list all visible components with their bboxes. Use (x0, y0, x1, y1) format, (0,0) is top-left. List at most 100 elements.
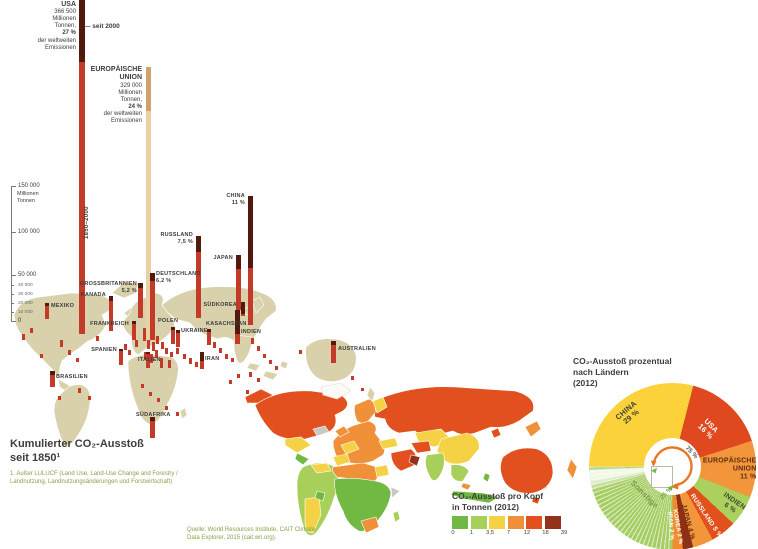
arc-arrowhead-icon (670, 482, 679, 490)
map2-region-mexico (284, 436, 312, 454)
country-name: INDIEN (241, 329, 262, 335)
scale-tick-label: 150 000 (18, 182, 40, 189)
map-south-america (53, 384, 91, 447)
scale-tick-label: 0 (18, 317, 22, 324)
legend-tick-label: 39 (560, 530, 568, 537)
emission-bar-minor (161, 342, 164, 349)
emission-bar-minor (231, 358, 234, 362)
map2-region-bolivia (314, 490, 326, 502)
legend-swatch (489, 516, 505, 530)
scale-tick-label: 100 000 (18, 228, 40, 235)
emission-bar-minor (60, 340, 63, 347)
emission-bar-minor (249, 372, 252, 377)
country-label-suedafrika: SÜDAFRIKA (136, 412, 171, 419)
emission-bar-recent-segment (331, 341, 336, 345)
emission-bar-minor (251, 338, 254, 344)
country-share-pct: 7,5 % (177, 238, 193, 245)
emission-bar-recent-segment (108, 296, 113, 301)
emission-bar-suedkorea (240, 302, 245, 316)
legend-swatch (452, 516, 468, 530)
map2-region-philippines (482, 472, 491, 483)
legend-swatch (470, 516, 487, 530)
usa-since-2000-callout: — seit 2000 (84, 23, 120, 30)
country-label-frankreich: FRANKREICH (90, 321, 129, 328)
emission-bar-japan (236, 255, 241, 310)
map2-region-france (340, 440, 360, 455)
green-arrowhead-icon (667, 485, 674, 491)
emission-bar-minor (68, 350, 71, 355)
map2-region-gulf-states (408, 454, 421, 467)
country-name: GROSSBRITANNIEN (79, 281, 137, 287)
green-arrowhead-icon (651, 467, 657, 474)
emission-bar-minor (263, 354, 266, 358)
country-label-spanien: SPANIEN (91, 347, 117, 354)
emission-bar-minor (150, 354, 153, 363)
scale-tick-label: 50 000 (18, 271, 37, 278)
emission-bar-minor (299, 350, 302, 354)
pie-label-europaeische-union: EUROPÄISCHE UNION 11 % (703, 458, 757, 481)
per-capita-choropleth-map (244, 383, 578, 536)
country-name: IRAN (205, 356, 220, 362)
eu-annotation: EUROPÄISCHE UNION 329 000 Millionen Tonn… (58, 66, 142, 125)
map-north-america (13, 292, 113, 380)
emission-bar-minor (156, 336, 159, 344)
scale-tick-label: 40 000 (18, 282, 33, 288)
emission-bar-minor (219, 348, 222, 353)
pie-label-line: 11 % (740, 472, 757, 480)
emission-bar-recent-segment (119, 349, 123, 351)
emission-bar-iran (199, 352, 204, 369)
map2-region-malaysia (460, 482, 472, 491)
country-name: RUSSLAND (160, 232, 193, 238)
emission-bar-minor (246, 390, 249, 394)
country-name: UKRAINE (181, 328, 208, 334)
country-label-grossbritannien: GROSSBRITANNIEN 5,2 % (80, 281, 137, 295)
emission-bar-indien (235, 310, 240, 344)
legend-tick-label: 0 (451, 530, 455, 537)
emission-bar-minor (96, 336, 99, 341)
country-name: SÜDKOREA (203, 302, 237, 308)
emission-bar-minor (88, 396, 91, 400)
pie-label-line: UNION (732, 465, 757, 473)
emission-bar-recent-segment (131, 321, 136, 324)
emission-bar-ukraine (175, 330, 180, 347)
emission-bar-minor (275, 366, 278, 370)
pie-inner-ring-graphics (650, 446, 693, 491)
emission-bar-minor (76, 358, 79, 362)
pie-inner-ring (644, 438, 701, 495)
emission-bar-minor (149, 392, 152, 396)
per-capita-legend: CO₂-Ausstoß pro Kopf in Tonnen (2012) 0 1… (451, 491, 568, 538)
country-label-china: CHINA 11 % (226, 193, 245, 207)
emission-bar-minor (30, 328, 33, 333)
emission-bar-recent-segment (235, 310, 240, 334)
map-japan (251, 296, 265, 314)
legend-tick-label: 1 (469, 530, 474, 537)
source-credit: Quelle: World Resources Institute, CAIT … (187, 527, 316, 541)
emission-bar-kanada (108, 296, 113, 331)
emission-bar-minor (170, 352, 173, 357)
country-label-polen: POLEN (158, 318, 178, 325)
country-name: FRANKREICH (90, 321, 129, 327)
scale-tick (11, 312, 14, 313)
emission-bar-minor (157, 398, 160, 402)
emission-bar-minor (143, 328, 146, 341)
emission-bar-recent-segment (50, 371, 55, 375)
emission-bar-recent-segment (170, 327, 175, 330)
map-indonesia (262, 370, 279, 381)
quarter-box (651, 466, 673, 488)
emission-bar-minor (152, 342, 155, 351)
country-label-suedkorea: SÜDKOREA (204, 302, 237, 309)
per-capita-legend-title: CO₂-Ausstoß pro Kopf in Tonnen (2012) (452, 491, 544, 512)
country-name: DEUTSCHLAND (156, 271, 201, 277)
country-name: MEXIKO (51, 303, 75, 309)
legend-swatches (452, 516, 564, 530)
emission-bar-grossbritannien (138, 283, 143, 318)
scale-tick (11, 275, 16, 276)
map2-region-turkey (378, 437, 399, 450)
emission-bar-minor (176, 348, 179, 354)
map2-region-scandinavia (354, 398, 376, 426)
map2-region-central-america (294, 452, 310, 466)
map2-region-korea (490, 427, 502, 439)
emission-bar-minor (40, 354, 43, 358)
country-label-japan: JAPAN (214, 255, 234, 262)
